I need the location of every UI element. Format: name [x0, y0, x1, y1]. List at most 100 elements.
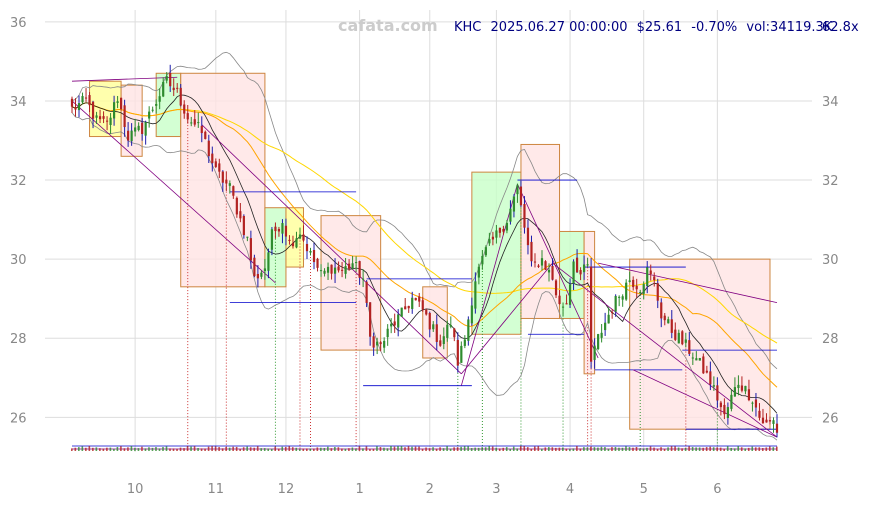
candle-body-147 [586, 264, 589, 266]
volume-bar-94 [400, 446, 403, 451]
y-tick-right-1: 28 [822, 332, 839, 347]
volume-bar-172 [674, 446, 676, 451]
volume-bar-144 [576, 446, 578, 451]
volume-bar-163 [642, 448, 645, 451]
candle-body-81 [355, 262, 358, 264]
candle-body-108 [449, 325, 452, 327]
volume-bar-190 [737, 446, 740, 451]
candle-body-3 [81, 96, 84, 103]
volume-bar-36 [197, 448, 199, 451]
candle-body-146 [582, 264, 586, 273]
candle-body-140 [561, 306, 565, 308]
candle-body-59 [277, 229, 281, 232]
candle-body-45 [228, 183, 231, 186]
candle-body-22 [148, 111, 151, 119]
candle-body-201 [775, 423, 779, 433]
volume-bar-50 [246, 446, 248, 451]
candle-body-96 [407, 305, 410, 309]
candle-body-14 [120, 97, 123, 110]
volume-bar-47 [235, 446, 238, 451]
candle-body-136 [547, 269, 551, 273]
volume-bar-147 [586, 447, 589, 451]
candle-body-160 [632, 279, 635, 288]
volume-bar-100 [421, 448, 424, 451]
candle-body-89 [383, 340, 386, 348]
candle-body-157 [621, 296, 624, 300]
candle-body-68 [309, 250, 312, 253]
candle-body-180 [702, 356, 705, 374]
volume-bar-120 [491, 446, 494, 451]
volume-bar-157 [621, 447, 624, 451]
volume-bar-127 [516, 448, 519, 451]
volume-bar-95 [404, 447, 406, 451]
candle-body-60 [281, 223, 284, 234]
volume-bar-125 [509, 448, 512, 451]
volume-bar-101 [425, 447, 427, 451]
volume-bar-152 [604, 447, 606, 451]
candle-body-177 [691, 357, 694, 359]
volume-bar-64 [295, 447, 298, 451]
volume-bar-31 [179, 447, 182, 451]
candle-body-8 [98, 116, 102, 120]
volume-bar-155 [614, 446, 617, 451]
candle-body-56 [267, 252, 270, 271]
volume-bar-61 [284, 447, 287, 451]
volume-bar-103 [432, 447, 434, 451]
candle-body-190 [737, 384, 740, 389]
candle-body-53 [256, 273, 259, 279]
candle-body-73 [326, 266, 330, 273]
candle-body-91 [390, 323, 393, 327]
candle-body-156 [618, 296, 621, 298]
candle-body-132 [533, 261, 537, 263]
candle-body-43 [221, 171, 224, 183]
volume-bar-20 [141, 446, 143, 451]
y-tick-right-3: 32 [822, 174, 839, 189]
candle-body-191 [740, 385, 744, 391]
candle-body-196 [758, 410, 761, 418]
y-tick-left-2: 30 [10, 253, 27, 268]
volume-bar-195 [754, 447, 757, 451]
trend-line-8 [71, 76, 178, 82]
x-tick-6: 4 [566, 482, 574, 497]
volume-bar-189 [733, 448, 736, 451]
candle-body-194 [751, 402, 754, 404]
volume-bar-154 [611, 447, 613, 451]
volume-bar-93 [397, 446, 399, 451]
band-upper [71, 51, 778, 370]
candle-body-103 [432, 324, 435, 330]
volume-bar-131 [530, 448, 533, 451]
candle-body-176 [688, 340, 691, 354]
candle-body-109 [453, 328, 456, 338]
candle-body-36 [197, 122, 200, 124]
candle-body-107 [446, 324, 449, 338]
candle-body-151 [600, 332, 603, 338]
candle-body-98 [414, 297, 417, 301]
volume-bar-90 [386, 448, 389, 451]
zone-box-11 [583, 230, 596, 375]
volume-bar-113 [467, 446, 469, 451]
volume-bar-187 [726, 446, 729, 451]
volume-bar-108 [449, 448, 452, 451]
volume-bar-6 [92, 447, 94, 451]
candle-body-193 [747, 389, 751, 401]
candle-body-44 [225, 179, 228, 184]
volume-bar-4 [85, 447, 87, 451]
volume-bar-178 [695, 447, 697, 451]
volume-bar-96 [407, 446, 410, 451]
volume-bar-149 [593, 447, 596, 451]
volume-bar-84 [365, 446, 368, 451]
volume-bar-7 [95, 447, 98, 451]
volume-bar-200 [772, 447, 775, 451]
candle-body-158 [625, 282, 628, 300]
volume-bar-14 [120, 446, 122, 451]
candle-body-47 [235, 197, 238, 215]
volume-bar-91 [390, 446, 392, 451]
volume-bar-63 [291, 447, 294, 451]
volume-bar-111 [460, 446, 462, 451]
candle-body-93 [397, 314, 400, 328]
header-ratio: 62.8x [822, 20, 859, 35]
candle-body-20 [141, 122, 144, 135]
volume-bar-88 [379, 447, 382, 451]
candle-body-170 [667, 319, 670, 324]
candle-body-159 [628, 280, 631, 282]
